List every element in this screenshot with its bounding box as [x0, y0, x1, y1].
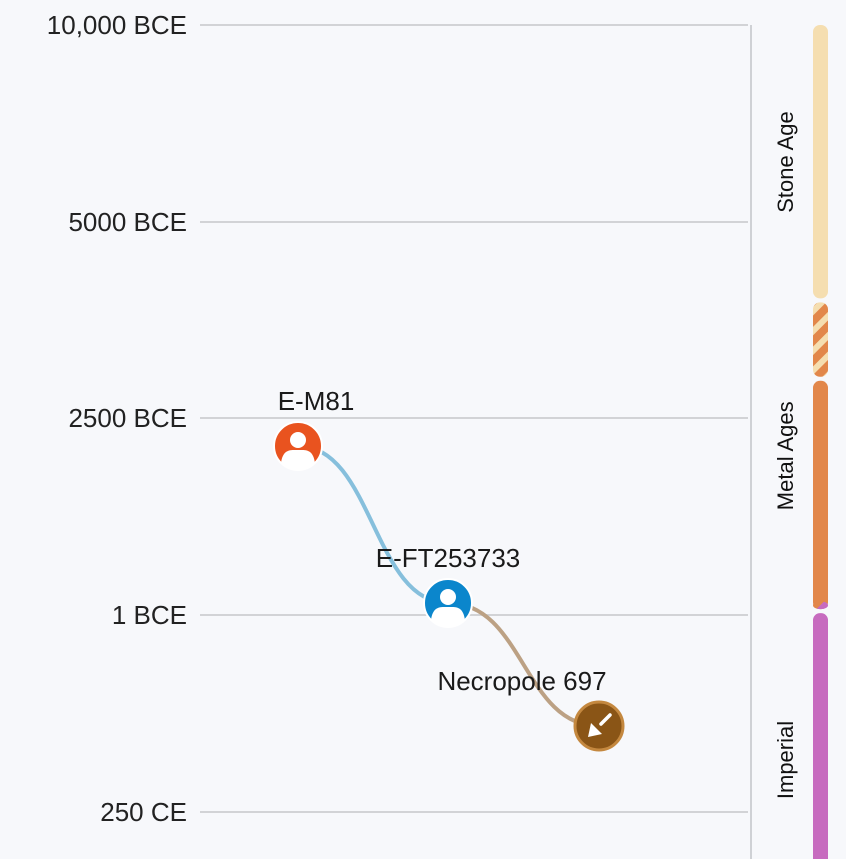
node-label: E-FT253733: [376, 543, 521, 573]
axis-tick-label: 10,000 BCE: [47, 10, 187, 40]
person-icon: [281, 432, 315, 471]
axis-tick-label: 250 CE: [100, 797, 187, 827]
axis-tick-label: 2500 BCE: [68, 403, 187, 433]
trowel-icon: [588, 713, 612, 737]
grid-lines: [200, 24, 748, 813]
axis-tick-label: 1 BCE: [112, 600, 187, 630]
timeline-node[interactable]: Necropole 697: [437, 666, 625, 752]
era-bar-stone-age[interactable]: [813, 25, 828, 299]
lineage-link: [446, 601, 601, 728]
era-bars: Stone Age Metal Ages Imperial: [773, 25, 828, 859]
timeline-nodes: E-M81 E-FT253733 Necropole 697: [273, 386, 625, 752]
axis-tick-label: 5000 BCE: [68, 207, 187, 237]
person-icon: [431, 589, 465, 628]
era-bar-imperial[interactable]: [813, 613, 828, 859]
era-transition-metal-ages: [813, 302, 828, 377]
node-circle[interactable]: [573, 700, 625, 752]
node-label: E-M81: [278, 386, 355, 416]
lineage-link: [296, 444, 450, 605]
axis-tick-labels: 10,000 BCE 5000 BCE 2500 BCE 1 BCE 250 CE: [47, 10, 187, 827]
lineage-links: [296, 444, 601, 728]
era-label: Stone Age: [773, 111, 798, 213]
timeline-node[interactable]: E-FT253733: [376, 543, 521, 628]
era-bar-metal-ages[interactable]: [813, 380, 828, 610]
era-label: Metal Ages: [773, 401, 798, 510]
node-label: Necropole 697: [437, 666, 606, 696]
era-label: Imperial: [773, 721, 798, 799]
era-transition-imperial: [813, 601, 828, 610]
timeline-node[interactable]: E-M81: [273, 386, 355, 471]
